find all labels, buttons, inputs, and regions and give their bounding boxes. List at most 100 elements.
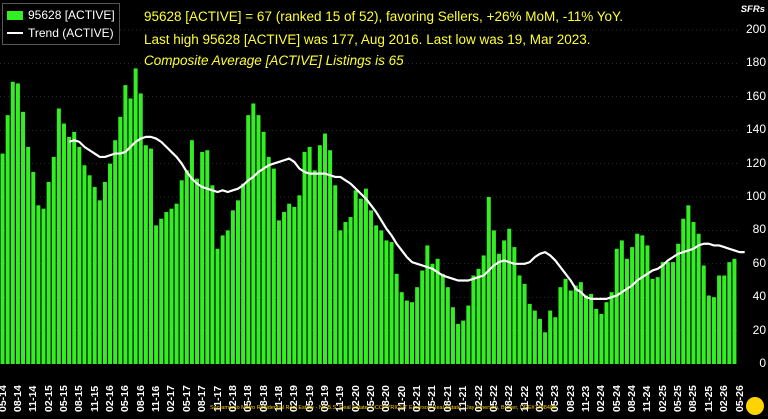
bar — [26, 146, 31, 364]
bar — [450, 307, 455, 364]
bar — [82, 165, 87, 364]
bar — [108, 163, 113, 364]
bar — [246, 115, 251, 364]
x-tick-label: 11-23 — [580, 385, 593, 412]
bar — [317, 145, 322, 364]
bar — [113, 140, 118, 364]
bar — [210, 185, 215, 364]
bar — [379, 230, 384, 364]
x-tick-label: 08-17 — [196, 385, 209, 412]
bar — [297, 195, 302, 364]
bar — [72, 131, 77, 364]
bar — [461, 320, 466, 364]
bar — [671, 262, 676, 364]
bar — [92, 186, 97, 364]
bar — [323, 133, 327, 364]
bar — [497, 253, 501, 364]
x-tick-label: 05-26 — [733, 385, 746, 412]
bar — [491, 230, 496, 364]
x-tick-label: 02-17 — [165, 385, 178, 412]
bar — [691, 222, 696, 364]
x-tick-label: 02-16 — [104, 385, 117, 412]
bar — [174, 203, 179, 364]
bar — [143, 145, 148, 364]
bar — [282, 212, 287, 364]
bar — [456, 323, 461, 364]
legend-swatch-trend — [7, 32, 23, 34]
bar — [548, 310, 553, 364]
bar — [287, 203, 292, 364]
y-tick-label: 60 — [752, 255, 766, 270]
bar — [374, 225, 379, 364]
bar — [118, 116, 123, 364]
x-tick-label: 05-24 — [610, 385, 623, 412]
bar — [77, 146, 82, 364]
bar — [389, 242, 394, 364]
bar — [348, 217, 353, 364]
bar — [589, 293, 594, 364]
bar — [578, 282, 583, 364]
bar — [655, 277, 660, 364]
bar — [717, 275, 722, 364]
y-tick-label: 40 — [752, 289, 766, 304]
bar — [512, 247, 517, 364]
bar — [302, 151, 307, 364]
bar — [184, 170, 189, 364]
y-tick-label: 180 — [745, 55, 766, 70]
x-tick-label: 02-24 — [595, 385, 608, 412]
bar — [51, 156, 56, 364]
bar — [241, 183, 246, 364]
bar — [205, 150, 210, 364]
x-tick-label: 08-24 — [626, 385, 639, 412]
x-tick-label: 08-16 — [134, 385, 147, 412]
composite-average-line: Composite Average [ACTIVE] Listings is 6… — [144, 53, 404, 68]
bar — [261, 131, 266, 364]
bar — [128, 98, 133, 364]
bar — [650, 278, 655, 364]
x-tick-label: 05-17 — [180, 385, 193, 412]
bar — [225, 230, 230, 364]
bar — [645, 245, 650, 364]
summary-line: 95628 [ACTIVE] = 67 (ranked 15 of 52), f… — [144, 9, 624, 24]
bar — [292, 207, 297, 364]
bar — [558, 287, 563, 364]
bar — [399, 292, 404, 364]
x-tick-label: 11-25 — [702, 385, 715, 412]
bar — [358, 198, 363, 364]
y-tick-label: 20 — [752, 322, 766, 337]
bar — [102, 181, 107, 364]
bar — [635, 233, 640, 364]
y-tick-label: 120 — [745, 155, 766, 170]
bar — [31, 171, 36, 364]
bar — [543, 332, 548, 364]
bar — [568, 290, 573, 364]
x-tick-label: 05-14 — [0, 385, 9, 412]
bar — [624, 258, 629, 364]
y-tick-label: 80 — [752, 222, 766, 237]
bar — [159, 218, 164, 364]
brand-logo-icon — [746, 397, 764, 415]
x-tick-label: 08-23 — [564, 385, 577, 412]
bar — [195, 178, 200, 364]
bar — [609, 292, 614, 364]
bar — [573, 285, 578, 364]
x-tick-label: 02-15 — [42, 385, 55, 412]
bar — [660, 262, 665, 364]
bar — [230, 210, 235, 364]
x-tick-label: 08-25 — [687, 385, 700, 412]
bar — [527, 303, 532, 364]
bar — [676, 243, 681, 364]
bar — [537, 318, 542, 364]
bar — [343, 222, 348, 364]
bar — [189, 140, 194, 364]
bar — [507, 228, 512, 364]
bar — [179, 180, 184, 364]
x-tick-label: 11-16 — [150, 385, 163, 412]
bar-series — [0, 68, 737, 365]
bar — [56, 108, 61, 365]
bar — [481, 255, 486, 364]
y-tick-label: 160 — [745, 88, 766, 103]
y-tick-label: 0 — [759, 356, 766, 370]
bar — [686, 205, 691, 364]
bar — [410, 302, 414, 364]
